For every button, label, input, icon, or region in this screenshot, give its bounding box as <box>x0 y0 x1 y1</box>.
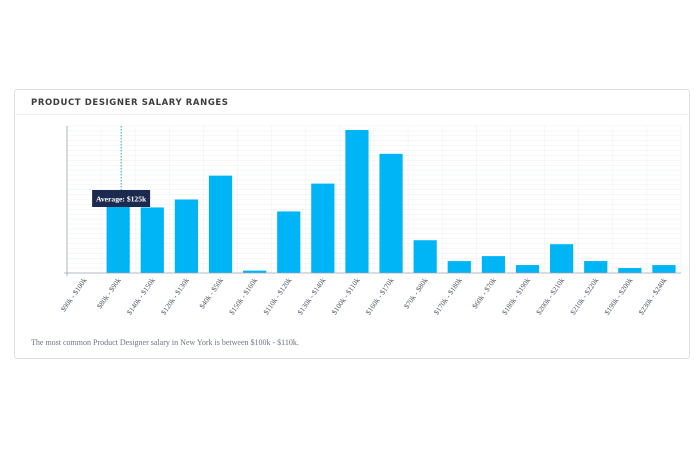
x-tick-label: $140k - $150k <box>125 276 157 317</box>
bar <box>140 207 164 273</box>
x-tick-label: $80k - $90k <box>95 276 123 311</box>
bar <box>515 265 540 273</box>
bar <box>584 261 608 273</box>
x-tick-label: $160k - $170k <box>364 276 396 317</box>
x-tick-label: $70k - $80k <box>402 276 430 311</box>
bar <box>413 240 437 273</box>
x-tick-label: $130k - $140k <box>295 276 327 317</box>
average-tooltip <box>92 190 151 207</box>
x-tick-label: $200k - $210k <box>534 276 566 317</box>
salary-footnote: The most common Product Designer salary … <box>31 338 299 347</box>
card-divider <box>15 114 689 115</box>
x-tick-label: $150k - $160k <box>227 276 259 317</box>
bar <box>106 195 130 273</box>
bar <box>277 211 301 273</box>
bar <box>208 175 233 273</box>
bar <box>550 244 574 273</box>
x-tick-label: $180k - $190k <box>500 276 532 317</box>
bar <box>652 265 676 273</box>
x-tick-label: $210k - $220k <box>568 276 600 317</box>
x-tick-label: $190k - $200k <box>602 276 634 317</box>
salary-bar-chart: $90k - $100k $80k - $90k $140k - $150k $120… <box>59 125 682 317</box>
x-tick-label: $230k - $240k <box>636 276 668 317</box>
x-tick-label: $120k - $130k <box>159 276 191 317</box>
bar <box>618 268 642 273</box>
card-title: PRODUCT DESIGNER SALARY RANGES <box>31 98 229 108</box>
bar <box>379 153 403 273</box>
x-tick-label: $90k - $100k <box>59 276 89 314</box>
salary-chart-card: PRODUCT DESIGNER SALARY RANGES $90k - $1… <box>14 89 690 359</box>
bar <box>447 261 471 273</box>
bar <box>311 183 335 273</box>
x-tick-label: $60k - $70k <box>470 276 498 311</box>
bar <box>174 199 198 273</box>
bar <box>481 256 505 273</box>
average-tooltip-label: Average: $125k <box>96 195 147 204</box>
x-tick-label: $110k - $120k <box>261 276 293 317</box>
bar <box>243 270 267 273</box>
x-tick-label: $170k - $180k <box>432 276 464 317</box>
x-tick-label: $100k - $110k <box>330 276 362 317</box>
bar <box>345 129 369 273</box>
x-tick-label: $40k - $50k <box>197 276 225 311</box>
